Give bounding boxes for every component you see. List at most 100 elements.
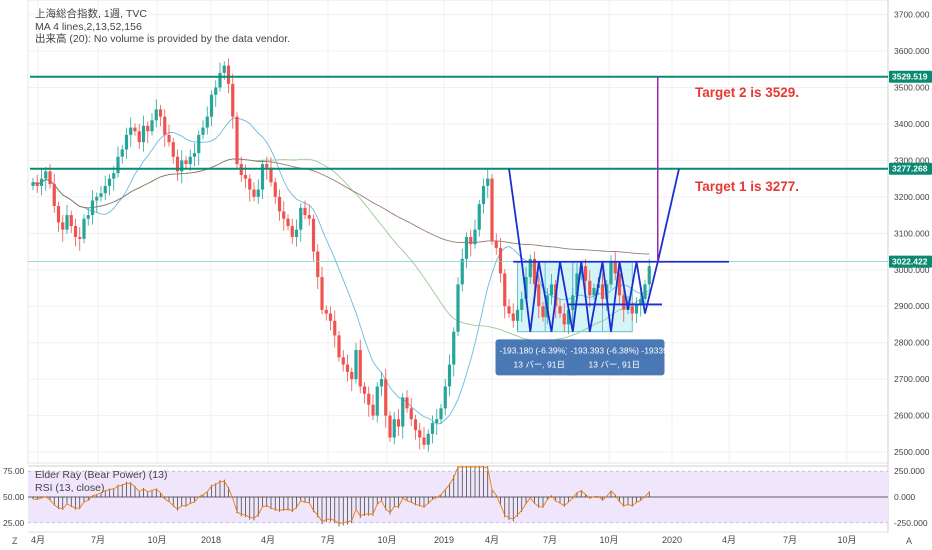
rsi-label[interactable]: RSI (13, close) [35,481,105,494]
candle-body [562,313,566,325]
volume-legend[interactable]: 出来高 (20): No volume is provided by the d… [35,33,291,45]
candle-body [430,422,435,434]
ma-13-line [32,117,650,425]
candle-body [558,306,562,314]
candle-body [197,134,201,154]
candle-body [639,298,643,305]
y-tick-label: 3100.000 [894,228,930,238]
x-tick-label: 4月 [485,535,499,545]
y-tick-label: 3300.000 [894,155,930,165]
symbol-title[interactable]: 上海総合指数, 1週, TVC [35,8,148,20]
candle-body [222,65,226,73]
candle-body [477,204,481,230]
candle-body [464,236,469,259]
candle-body [69,215,73,227]
target1-text: Target 1 is 3277. [695,179,799,194]
y-tick-label: 3400.000 [894,119,930,129]
candle-body [154,109,158,121]
measure-label-bg [566,339,665,376]
candle-body [90,200,95,216]
candle-body [435,419,439,423]
y-axis-labels: 2500.000 2600.000 2700.000 2800.000 2900.000… [894,10,930,457]
y-tick-label: 3000.000 [894,265,930,275]
x-tick-label: 7月 [543,535,557,545]
candle-body [214,87,218,95]
candle-body [158,109,163,117]
candle-body [269,167,273,183]
oscillator-tick: 250.000 [894,466,925,476]
price-label-bg [889,255,932,268]
price-label-bg [889,70,932,83]
candle-body [537,284,541,307]
candle-body [188,156,192,165]
x-tick-label: 10月 [147,535,166,545]
candle-body [116,156,120,174]
candle-body [265,164,269,168]
candle-body [333,320,337,336]
candle-body [61,222,65,230]
candle-body [184,160,188,165]
candle-body [52,184,56,206]
candle-body [379,379,384,387]
pattern-drawing[interactable] [508,76,680,332]
candle-body [141,125,146,143]
candle-body [541,306,545,318]
candle-body [532,258,537,285]
candle-body [515,309,520,321]
price-label: 3022.422 [892,257,928,267]
x-axis-labels: 4月 7月 10月 2018 4月 7月 10月 2019 4月 7月 10月 2020 4月 7月 10月 [31,535,857,545]
candle-body [107,178,112,186]
candle-body [345,364,350,372]
candles [31,58,651,452]
candle-body [307,215,311,219]
candle-body [367,393,371,405]
candle-body [260,164,265,190]
candle-body [494,240,498,248]
auto-scale-button[interactable]: A [906,536,913,546]
x-tick-label: 7月 [321,535,335,545]
rsi-tick: 25.00 [3,518,25,528]
candle-body [588,280,592,296]
candle-body [443,386,447,409]
candle-body [528,258,532,278]
candle-body [311,218,316,252]
candle-body [490,178,494,241]
elder-ray-label[interactable]: Elder Ray (Bear Power) (13) [35,469,168,481]
oscillator-pane: 250.000 75.00 0.000 50.00 -250.000 25.00 [3,465,928,528]
candle-body [205,116,209,128]
ma-legend[interactable]: MA 4 lines,2,13,52,156 [35,20,142,33]
oscillator-tick: 0.000 [894,492,916,502]
candle-body [609,262,613,285]
candle-body [498,247,503,274]
candle-body [235,116,239,165]
z-button[interactable]: Z [12,536,18,546]
candle-body [163,116,167,135]
candle-body [180,160,184,172]
candle-body [290,226,294,237]
candle-body [44,171,48,179]
oscillator-tick: -250.000 [894,518,928,528]
candle-body [600,284,605,299]
candle-body [39,178,44,186]
candle-body [248,178,252,190]
x-tick-label: 7月 [783,535,797,545]
candle-body [486,178,490,186]
candle-body [73,226,78,237]
candle-body [350,371,354,380]
candle-body [324,309,328,314]
candle-body [171,142,175,157]
y-tick-label: 2800.000 [894,338,930,348]
candle-body [622,295,626,310]
candle-body [579,266,583,274]
candle-body [133,127,137,132]
candle-body [549,284,554,296]
candle-body [426,433,430,445]
y-tick-label: 3700.000 [894,10,930,20]
candle-body [31,182,35,186]
box2-line2-text: 13 バー, 91日 [589,359,641,369]
candle-body [95,196,99,201]
chart-legend: 上海総合指数, 1週, TVC MA 4 lines,2,13,52,156 出… [35,8,290,46]
candle-body [473,229,477,245]
candle-body [337,335,341,358]
